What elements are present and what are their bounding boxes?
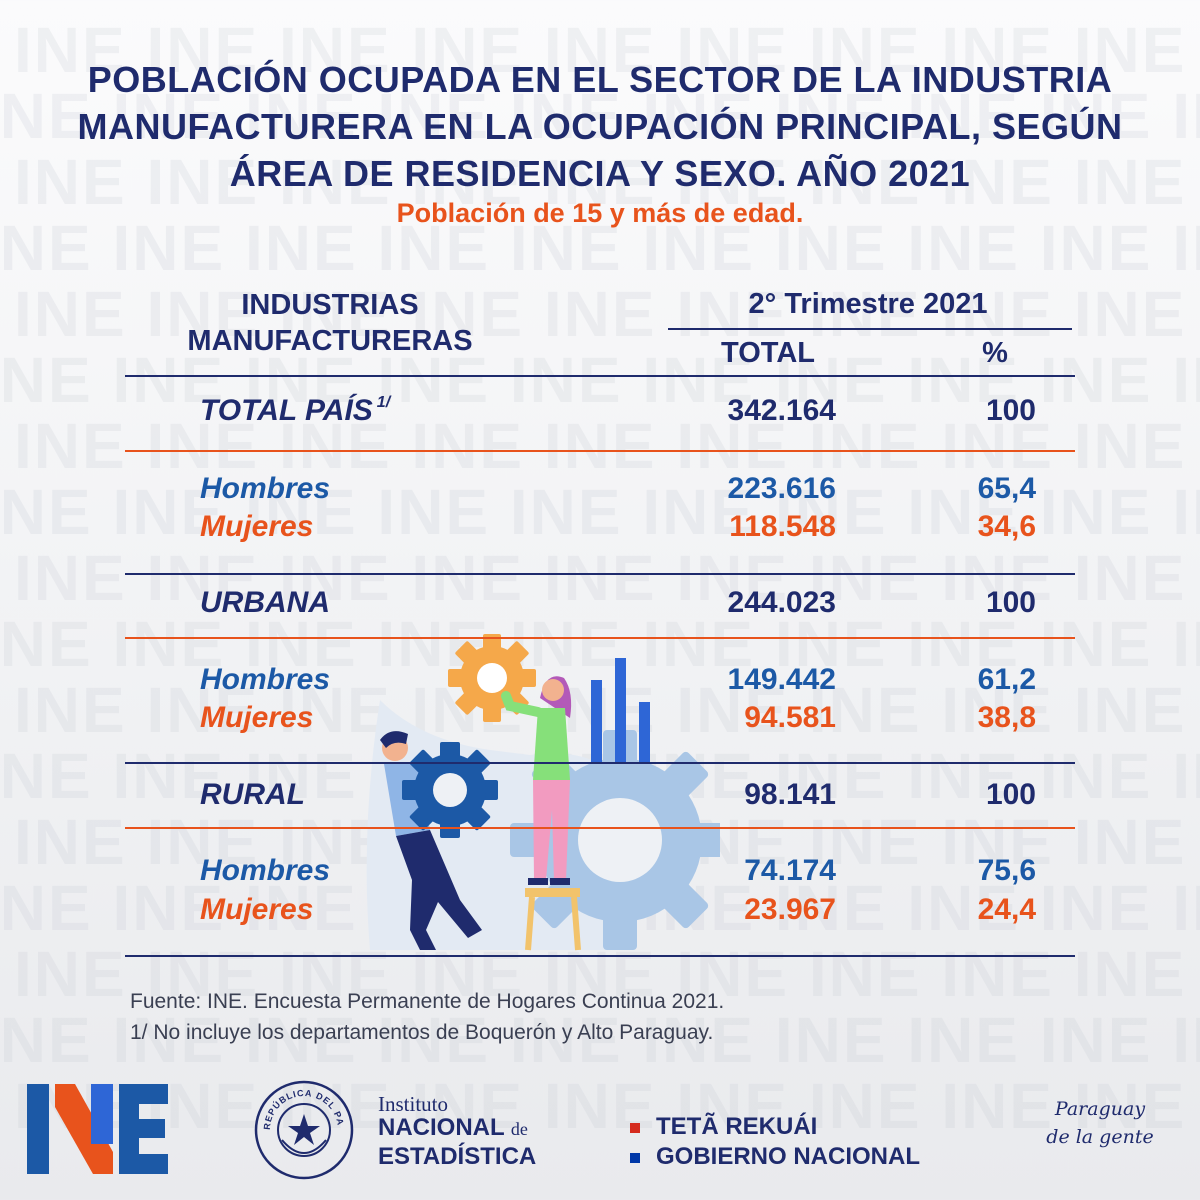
watermark-row: INE INE INE INE INE INE INE INE INE INE bbox=[0, 608, 1200, 680]
row-total-mujeres-rural: 23.967 bbox=[744, 893, 836, 926]
row-percent-urbana: 100 bbox=[985, 586, 1036, 619]
watermark-row: INE INE INE INE INE INE INE INE INE INE bbox=[14, 146, 1200, 218]
title-line-3: ÁREA DE RESIDENCIA Y SEXO. AÑO 2021 bbox=[229, 153, 971, 194]
watermark-row: INE INE INE INE INE INE INE INE INE INE bbox=[0, 1004, 1200, 1076]
watermark-row: INE INE INE INE INE INE INE INE INE INE bbox=[14, 410, 1200, 482]
slogan-line-1: Paraguay bbox=[1054, 1098, 1146, 1120]
slogan-line-2: de la gente bbox=[1046, 1126, 1154, 1148]
header-bottom-rule bbox=[125, 375, 1075, 377]
institute-line-2: NACIONAL bbox=[378, 1114, 505, 1141]
bar-chart-icon bbox=[591, 658, 650, 762]
row-total-mujeres-pais: 118.548 bbox=[729, 510, 836, 543]
column-header-line-2: MANUFACTURERAS bbox=[187, 325, 473, 357]
column-header-total: TOTAL bbox=[721, 337, 815, 369]
row-label-hombres-pais: Hombres bbox=[200, 472, 331, 505]
row-divider bbox=[125, 762, 1075, 764]
title-line-2: MANUFACTURERA EN LA OCUPACIÓN PRINCIPAL,… bbox=[77, 106, 1123, 147]
row-total-total-pais: 342.164 bbox=[727, 394, 836, 427]
page-title: POBLACIÓN OCUPADA EN EL SECTOR DE LA IND… bbox=[40, 56, 1160, 197]
paraguay-seal-icon: REPÚBLICA DEL PARAGUAY bbox=[252, 1078, 354, 1180]
row-total-urbana: 244.023 bbox=[727, 586, 836, 619]
watermark-row: INE INE INE INE INE INE INE INE INE INE bbox=[0, 80, 1200, 152]
watermark-row: INE INE INE INE INE INE INE INE INE INE bbox=[0, 212, 1200, 284]
flag-red-square-icon bbox=[630, 1122, 640, 1133]
row-percent-mujeres-urbana: 38,8 bbox=[977, 701, 1036, 734]
column-header-category: INDUSTRIAS MANUFACTURERAS bbox=[120, 287, 540, 359]
column-header-period: 2° Trimestre 2021 bbox=[748, 288, 988, 320]
row-total-hombres-urbana: 149.442 bbox=[727, 663, 836, 696]
man-figure-icon bbox=[380, 731, 498, 950]
row-label-mujeres-rural: Mujeres bbox=[200, 893, 314, 926]
institute-de: de bbox=[510, 1119, 528, 1139]
source-note: Fuente: INE. Encuesta Permanente de Hoga… bbox=[130, 990, 725, 1013]
row-divider bbox=[125, 637, 1075, 639]
slogan-logo: Paraguay de la gente bbox=[1030, 1095, 1170, 1151]
watermark-row: INE INE INE INE INE INE INE INE INE INE bbox=[14, 14, 1200, 86]
footnote-marker: 1/ bbox=[376, 394, 391, 411]
row-percent-total-pais: 100 bbox=[985, 394, 1036, 427]
watermark-row: INE INE INE INE INE INE INE INE INE INE bbox=[0, 344, 1200, 416]
institute-line-1: Instituto bbox=[378, 1092, 449, 1116]
title-line-1: POBLACIÓN OCUPADA EN EL SECTOR DE LA IND… bbox=[87, 59, 1113, 100]
government-line-2: GOBIERNO NACIONAL bbox=[656, 1143, 920, 1170]
footnotes: Fuente: INE. Encuesta Permanente de Hoga… bbox=[130, 986, 724, 1048]
table-bottom-rule bbox=[125, 955, 1075, 957]
row-label-hombres-urbana: Hombres bbox=[200, 663, 331, 696]
row-total-hombres-rural: 74.174 bbox=[744, 854, 836, 887]
row-divider bbox=[125, 827, 1075, 829]
row-total-hombres-pais: 223.616 bbox=[727, 472, 836, 505]
row-percent-mujeres-pais: 34,6 bbox=[977, 510, 1036, 543]
flag-blue-square-icon bbox=[630, 1152, 640, 1163]
row-total-rural: 98.141 bbox=[744, 778, 836, 811]
row-percent-mujeres-rural: 24,4 bbox=[977, 893, 1036, 926]
row-label-total-pais: TOTAL PAÍS 1/ bbox=[200, 394, 391, 427]
watermark-row: INE INE INE INE INE INE INE INE INE INE bbox=[14, 278, 1200, 350]
row-label-hombres-rural: Hombres bbox=[200, 854, 331, 887]
exclusion-note: 1/ No incluye los departamentos de Boque… bbox=[130, 1021, 714, 1044]
row-label-rural: RURAL bbox=[200, 778, 305, 811]
government-line-1: TETÃ REKUÁI bbox=[656, 1113, 818, 1140]
row-divider bbox=[125, 573, 1075, 575]
watermark-row: INE INE INE INE INE INE INE INE INE INE bbox=[14, 1070, 1200, 1142]
government-brand: TETÃ REKUÁI GOBIERNO NACIONAL bbox=[630, 1112, 920, 1172]
row-label-mujeres-urbana: Mujeres bbox=[200, 701, 314, 734]
row-label-urbana: URBANA bbox=[200, 586, 330, 619]
large-gear-icon bbox=[510, 730, 720, 950]
column-header-percent: % bbox=[982, 337, 1008, 369]
ine-logo-icon bbox=[27, 1084, 168, 1174]
page-subtitle: Población de 15 y más de edad. bbox=[396, 198, 804, 228]
row-divider bbox=[125, 450, 1075, 452]
column-header-line-1: INDUSTRIAS bbox=[241, 289, 419, 321]
row-total-mujeres-urbana: 94.581 bbox=[744, 701, 836, 734]
row-percent-hombres-pais: 65,4 bbox=[977, 472, 1036, 505]
watermark-row: INE INE INE INE INE INE INE INE INE INE bbox=[14, 542, 1200, 614]
row-percent-hombres-rural: 75,6 bbox=[977, 854, 1036, 887]
watermark-row: INE INE INE INE INE INE INE INE INE INE bbox=[0, 476, 1200, 548]
blue-gear-icon bbox=[402, 742, 498, 838]
institute-name: NACIONAL de ESTADÍSTICA bbox=[378, 1114, 536, 1170]
row-percent-hombres-urbana: 61,2 bbox=[977, 663, 1036, 696]
watermark-row: INE INE INE INE INE INE INE INE INE INE bbox=[14, 938, 1200, 1010]
header-period-divider bbox=[668, 328, 1072, 330]
institute-line-3: ESTADÍSTICA bbox=[378, 1143, 537, 1170]
row-percent-rural: 100 bbox=[985, 778, 1036, 811]
row-label-mujeres-pais: Mujeres bbox=[200, 510, 314, 543]
